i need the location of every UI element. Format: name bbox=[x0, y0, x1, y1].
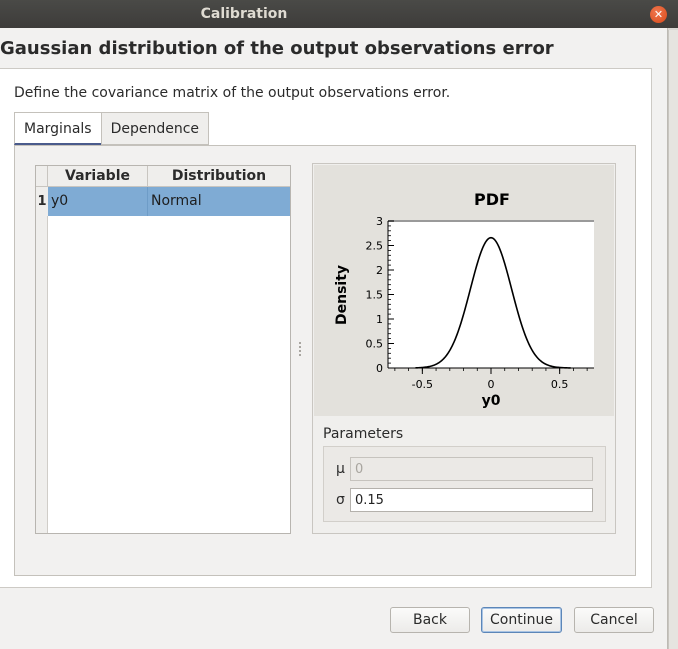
sigma-input[interactable] bbox=[350, 488, 593, 512]
x-axis-label: y0 bbox=[482, 393, 501, 409]
column-header-distribution[interactable]: Distribution bbox=[171, 168, 267, 184]
page-subtitle: Define the covariance matrix of the outp… bbox=[14, 85, 451, 101]
y-tick-label: 3 bbox=[376, 215, 383, 228]
page-title: Gaussian distribution of the output obse… bbox=[0, 38, 554, 59]
table-corner[interactable] bbox=[36, 166, 48, 186]
x-tick-label: -0.5 bbox=[412, 378, 433, 391]
tab-bar: Marginals Dependence bbox=[14, 112, 210, 145]
cell-variable[interactable]: y0 bbox=[48, 187, 148, 216]
distribution-panel: PDF 0 0.5 1 1.5 2 2.5 3 -0.5 0 0.5 y0 Density Par… bbox=[312, 163, 616, 534]
plot-area bbox=[388, 221, 594, 368]
row-number[interactable]: 1 bbox=[36, 187, 48, 216]
table-row[interactable]: 1 y0 Normal bbox=[36, 187, 290, 216]
y-tick-label: 1.5 bbox=[366, 289, 384, 302]
row-header-column bbox=[36, 187, 48, 533]
mu-label: μ bbox=[336, 461, 345, 477]
pdf-chart-svg: PDF 0 0.5 1 1.5 2 2.5 3 -0.5 0 0.5 y0 Density bbox=[334, 190, 594, 409]
chart-title: PDF bbox=[474, 190, 510, 209]
column-header-variable[interactable]: Variable bbox=[48, 166, 148, 186]
continue-button[interactable]: Continue bbox=[481, 607, 562, 633]
y-axis-label: Density bbox=[334, 265, 350, 325]
background-window-edge bbox=[668, 30, 678, 649]
window-title: Calibration bbox=[200, 6, 288, 22]
parameters-label: Parameters bbox=[323, 426, 404, 442]
back-button[interactable]: Back bbox=[390, 607, 470, 633]
param-row-mu: μ bbox=[324, 457, 607, 483]
parameters-group: μ σ bbox=[323, 446, 606, 522]
pdf-chart: PDF 0 0.5 1 1.5 2 2.5 3 -0.5 0 0.5 y0 Density bbox=[314, 165, 614, 416]
window-titlebar[interactable]: Calibration ✕ bbox=[0, 0, 678, 28]
mu-input bbox=[350, 457, 593, 481]
calibration-dialog: Gaussian distribution of the output obse… bbox=[0, 28, 668, 649]
tab-dependence[interactable]: Dependence bbox=[100, 112, 210, 145]
table-header: Variable Distribution bbox=[36, 166, 290, 187]
param-row-sigma: σ bbox=[324, 488, 607, 514]
y-tick-label: 0.5 bbox=[366, 338, 384, 351]
y-tick-label: 0 bbox=[376, 362, 383, 375]
cancel-button[interactable]: Cancel bbox=[574, 607, 654, 633]
sigma-label: σ bbox=[336, 492, 345, 508]
y-tick-label: 2 bbox=[376, 264, 383, 277]
x-tick-label: 0 bbox=[488, 378, 495, 391]
plot-marks: 0 0.5 1 1.5 2 2.5 3 -0.5 0 0.5 bbox=[366, 215, 594, 391]
variables-table[interactable]: Variable Distribution 1 y0 Normal bbox=[35, 165, 291, 534]
tab-marginals[interactable]: Marginals bbox=[14, 112, 102, 145]
close-icon[interactable]: ✕ bbox=[650, 6, 667, 23]
cell-distribution[interactable]: Normal bbox=[148, 187, 290, 216]
y-tick-label: 1 bbox=[376, 313, 383, 326]
y-tick-label: 2.5 bbox=[366, 240, 384, 253]
x-tick-label: 0.5 bbox=[551, 378, 569, 391]
pdf-curve bbox=[415, 236, 571, 369]
splitter-handle[interactable] bbox=[299, 342, 301, 358]
